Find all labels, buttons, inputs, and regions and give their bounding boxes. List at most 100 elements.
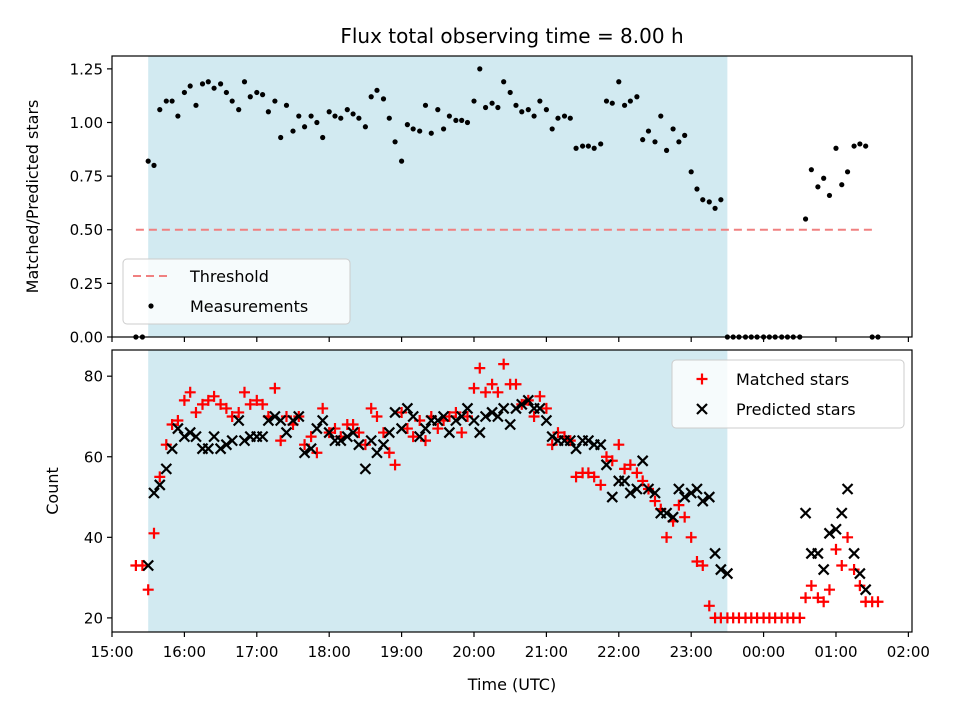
measurement-point bbox=[392, 139, 398, 145]
count-panel: 20 40 60 80 15:00 16:00 17:00 18:00 19:00 20:00 21… bbox=[43, 349, 930, 661]
legend-measurements-swatch bbox=[148, 303, 154, 309]
measurement-point bbox=[839, 182, 845, 188]
predicted-star-point bbox=[226, 434, 238, 447]
predicted-star-point bbox=[474, 426, 486, 439]
measurement-point bbox=[380, 96, 387, 102]
measurement-point bbox=[169, 98, 175, 104]
count-series-1 bbox=[142, 394, 872, 596]
measurement-point bbox=[573, 145, 579, 151]
measurement-point bbox=[181, 89, 187, 96]
measurement-point bbox=[199, 81, 206, 87]
predicted-star-point bbox=[443, 426, 456, 439]
measurement-point bbox=[145, 158, 151, 164]
predicted-star-point bbox=[232, 414, 245, 427]
matched-star-point bbox=[257, 398, 269, 410]
matched-star-point bbox=[661, 531, 673, 543]
predicted-star-point bbox=[799, 507, 812, 519]
measurement-point bbox=[308, 113, 314, 119]
predicted-star-point bbox=[841, 483, 854, 495]
predicted-star-point bbox=[347, 426, 359, 439]
measurement-point bbox=[440, 126, 447, 132]
matched-star-point bbox=[347, 419, 359, 431]
predicted-star-point bbox=[160, 463, 173, 475]
matched-star-point bbox=[848, 564, 860, 576]
matched-star-point bbox=[220, 402, 232, 414]
predicted-star-point bbox=[631, 483, 643, 495]
measurement-point bbox=[157, 107, 163, 113]
count-y-tick-label: 60 bbox=[84, 448, 103, 466]
matched-star-point bbox=[166, 419, 178, 431]
ratio-panel: 0.00 0.25 0.50 0.75 1.00 1.25 Matched/Predicte… bbox=[23, 55, 913, 347]
predicted-star-point bbox=[419, 422, 432, 435]
x-tick-label: 21:00 bbox=[525, 643, 568, 661]
predicted-star-point bbox=[721, 567, 734, 580]
matched-star-point bbox=[800, 592, 812, 604]
predicted-star-point bbox=[335, 434, 347, 447]
predicted-star-point bbox=[365, 434, 377, 447]
measurement-point bbox=[808, 167, 814, 173]
measurement-point bbox=[802, 216, 809, 222]
count-observing-window bbox=[148, 350, 728, 632]
matched-star-point bbox=[872, 596, 884, 608]
measurement-point bbox=[543, 107, 549, 113]
measurement-point bbox=[676, 139, 682, 145]
measurement-point bbox=[259, 92, 266, 98]
matched-star-point bbox=[836, 560, 848, 572]
measurement-point bbox=[634, 94, 640, 100]
measurement-point bbox=[404, 122, 410, 128]
predicted-star-point bbox=[606, 491, 619, 503]
matched-star-point bbox=[377, 427, 389, 439]
predicted-star-point bbox=[311, 422, 323, 435]
measurement-point bbox=[682, 132, 688, 138]
measurement-point bbox=[561, 113, 568, 119]
measurement-point bbox=[658, 113, 664, 119]
measurement-point bbox=[151, 162, 157, 168]
matched-star-point bbox=[468, 382, 480, 394]
ratio-y-tick-label: 1.25 bbox=[70, 60, 103, 78]
predicted-star-point bbox=[492, 410, 504, 423]
x-axis-label: Time (UTC) bbox=[467, 675, 556, 694]
measurement-point bbox=[609, 100, 615, 106]
predicted-star-point bbox=[618, 475, 631, 487]
measurement-point bbox=[863, 143, 869, 149]
predicted-star-point bbox=[316, 414, 329, 427]
matched-star-point bbox=[208, 390, 220, 402]
matched-star-point bbox=[311, 447, 323, 459]
predicted-star-point bbox=[468, 414, 480, 427]
measurement-point bbox=[531, 113, 537, 119]
measurement-point bbox=[356, 115, 362, 121]
matched-star-point bbox=[238, 386, 250, 398]
measurement-point bbox=[645, 128, 652, 134]
matched-star-point bbox=[486, 378, 498, 390]
measurement-point bbox=[688, 169, 694, 175]
matched-star-point bbox=[233, 406, 245, 418]
measurement-point bbox=[513, 102, 519, 108]
predicted-star-point bbox=[437, 410, 450, 423]
predicted-star-point bbox=[546, 430, 558, 443]
matched-star-point bbox=[389, 459, 401, 471]
predicted-star-point bbox=[401, 402, 414, 415]
predicted-star-point bbox=[202, 442, 215, 455]
ratio-y-tick-label: 0.00 bbox=[70, 329, 103, 347]
predicted-star-point bbox=[413, 430, 426, 443]
measurement-point bbox=[525, 107, 531, 113]
predicted-star-point bbox=[709, 547, 721, 560]
matched-star-point bbox=[202, 394, 214, 406]
ratio-y-tick-label: 0.25 bbox=[70, 275, 103, 293]
measurement-point bbox=[652, 139, 658, 145]
measurement-point bbox=[857, 141, 863, 147]
matched-star-point bbox=[251, 394, 263, 406]
matched-star-point bbox=[450, 406, 462, 418]
matched-star-point bbox=[588, 471, 600, 483]
ratio-legend: Threshold Measurements bbox=[122, 258, 351, 325]
measurement-point bbox=[446, 113, 452, 119]
measurement-point bbox=[368, 94, 374, 100]
predicted-star-point bbox=[515, 398, 528, 411]
matched-star-point bbox=[619, 463, 631, 475]
matched-star-point bbox=[353, 427, 365, 439]
predicted-star-point bbox=[600, 459, 613, 471]
measurement-point bbox=[205, 79, 211, 85]
predicted-star-point bbox=[166, 442, 178, 455]
x-tick-label: 15:00 bbox=[90, 643, 133, 661]
predicted-star-point bbox=[377, 438, 390, 451]
